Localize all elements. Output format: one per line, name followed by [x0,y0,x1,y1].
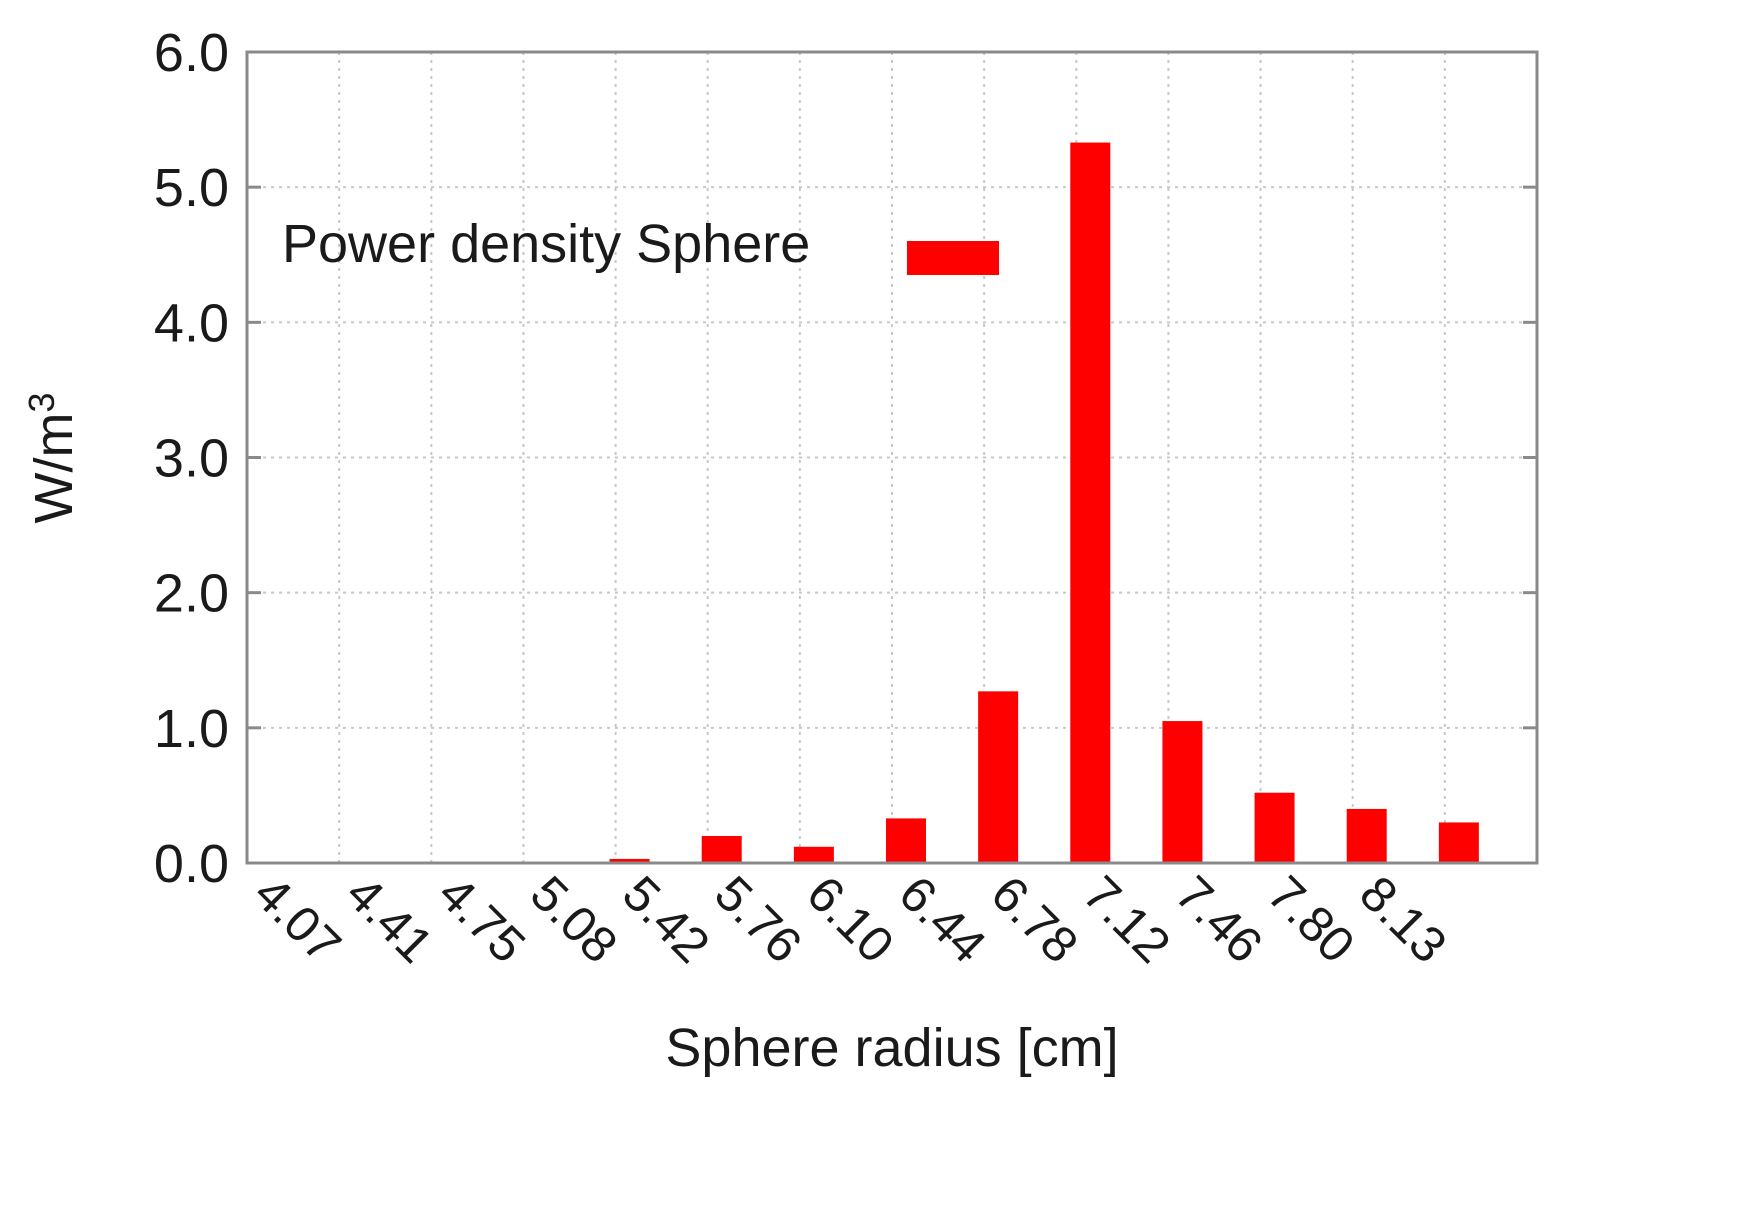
x-tick-label: 4.41 [336,865,444,973]
x-tick-label: 7.12 [1073,865,1181,973]
tick-marks [247,50,1537,865]
x-tick-label: 5.08 [520,865,628,973]
y-tick-label: 3.0 [154,429,229,489]
y-tick-labels: 0.0 1.0 2.0 3.0 4.0 5.0 6.0 [154,23,229,894]
y-tick-label: 4.0 [154,293,229,353]
x-tick-label: 6.10 [796,865,904,973]
bar [1438,822,1479,863]
y-tick-label: 6.0 [154,23,229,83]
bar [1162,721,1203,863]
y-tick-label: 2.0 [154,564,229,624]
x-tick-label: 7.46 [1165,865,1273,973]
bars [425,142,1479,864]
bar [1254,792,1295,863]
y-tick-label: 0.0 [154,834,229,894]
grid [247,52,1537,863]
y-axis-title-superscript: 3 [21,393,62,413]
x-tick-label: 4.07 [243,865,351,973]
y-tick-label: 5.0 [154,158,229,218]
x-tick-label: 6.44 [888,865,996,973]
bar [978,691,1019,863]
x-tick-labels: 4.074.414.755.085.425.766.106.446.787.12… [243,865,1457,973]
x-tick-label: 5.76 [704,865,812,973]
x-tick-label: 5.42 [612,865,720,973]
legend-swatch [907,241,999,275]
x-axis-title: Sphere radius [cm] [665,1018,1118,1078]
bar [1346,808,1387,863]
x-tick-label: 6.78 [981,865,1089,973]
x-tick-label: 4.75 [428,865,536,973]
x-tick-label: 8.13 [1349,865,1457,973]
bar [701,835,742,863]
y-tick-label: 1.0 [154,699,229,759]
bar [886,818,926,863]
bar [793,846,834,863]
legend: Power density Sphere [282,214,999,275]
y-axis-title-main: W/m [24,413,84,524]
bar [609,858,650,863]
y-axis-title: W/m3 [21,393,84,524]
x-tick-label: 7.80 [1257,865,1365,973]
legend-label: Power density Sphere [282,214,810,274]
bar [1070,142,1111,864]
